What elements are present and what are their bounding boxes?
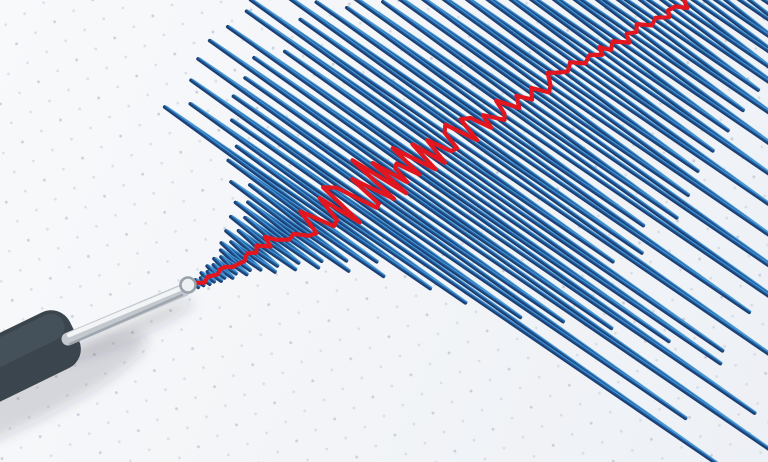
stylus-shaft-highlight [66,284,187,338]
waveform-trace-group [162,0,768,462]
stylus-group [0,276,197,462]
stylus-shaft [61,283,191,346]
stylus-shaft-lower-edge [68,293,184,346]
stylus-shadow [0,334,147,462]
stylus-handle-highlight [0,313,65,423]
stylus-tip-ring [179,276,197,294]
stylus-shaft-shadow [65,300,195,360]
